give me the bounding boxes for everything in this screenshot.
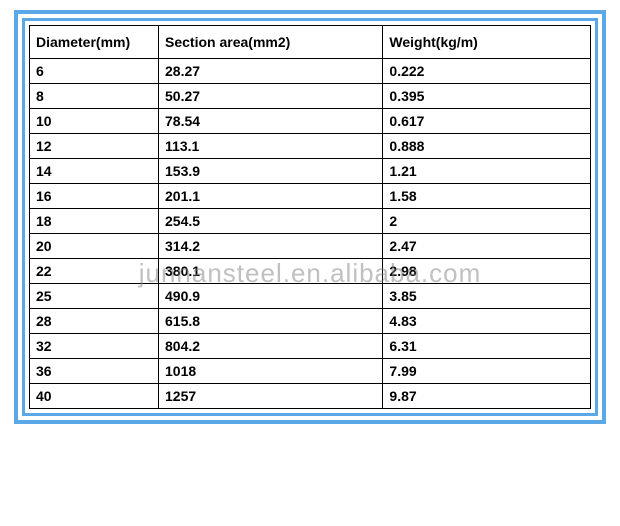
cell-weight: 3.85 bbox=[383, 284, 591, 309]
table-body: 628.270.222 850.270.395 1078.540.617 121… bbox=[30, 59, 591, 409]
cell-section: 314.2 bbox=[159, 234, 383, 259]
cell-diameter: 36 bbox=[30, 359, 159, 384]
inner-border-frame: Diameter(mm) Section area(mm2) Weight(kg… bbox=[22, 18, 598, 416]
cell-weight: 0.888 bbox=[383, 134, 591, 159]
cell-weight: 6.31 bbox=[383, 334, 591, 359]
table-row: 628.270.222 bbox=[30, 59, 591, 84]
cell-section: 78.54 bbox=[159, 109, 383, 134]
cell-section: 490.9 bbox=[159, 284, 383, 309]
table-row: 28615.84.83 bbox=[30, 309, 591, 334]
cell-diameter: 22 bbox=[30, 259, 159, 284]
table-header-row: Diameter(mm) Section area(mm2) Weight(kg… bbox=[30, 26, 591, 59]
cell-section: 1018 bbox=[159, 359, 383, 384]
cell-diameter: 6 bbox=[30, 59, 159, 84]
cell-section: 201.1 bbox=[159, 184, 383, 209]
cell-diameter: 12 bbox=[30, 134, 159, 159]
table-row: 850.270.395 bbox=[30, 84, 591, 109]
cell-section: 615.8 bbox=[159, 309, 383, 334]
cell-diameter: 16 bbox=[30, 184, 159, 209]
cell-section: 804.2 bbox=[159, 334, 383, 359]
spec-table: Diameter(mm) Section area(mm2) Weight(kg… bbox=[29, 25, 591, 409]
cell-diameter: 28 bbox=[30, 309, 159, 334]
table-row: 18254.52 bbox=[30, 209, 591, 234]
cell-section: 113.1 bbox=[159, 134, 383, 159]
cell-diameter: 32 bbox=[30, 334, 159, 359]
cell-weight: 4.83 bbox=[383, 309, 591, 334]
table-row: 32804.26.31 bbox=[30, 334, 591, 359]
table-row: 12113.10.888 bbox=[30, 134, 591, 159]
table-row: 1078.540.617 bbox=[30, 109, 591, 134]
cell-diameter: 40 bbox=[30, 384, 159, 409]
cell-weight: 2.47 bbox=[383, 234, 591, 259]
cell-section: 153.9 bbox=[159, 159, 383, 184]
cell-section: 254.5 bbox=[159, 209, 383, 234]
table-row: 3610187.99 bbox=[30, 359, 591, 384]
cell-weight: 1.58 bbox=[383, 184, 591, 209]
table-row: 22380.12.98 bbox=[30, 259, 591, 284]
cell-diameter: 10 bbox=[30, 109, 159, 134]
cell-weight: 9.87 bbox=[383, 384, 591, 409]
table-row: 4012579.87 bbox=[30, 384, 591, 409]
col-header-weight: Weight(kg/m) bbox=[383, 26, 591, 59]
cell-weight: 0.395 bbox=[383, 84, 591, 109]
cell-weight: 2 bbox=[383, 209, 591, 234]
table-row: 25490.93.85 bbox=[30, 284, 591, 309]
cell-section: 50.27 bbox=[159, 84, 383, 109]
cell-diameter: 18 bbox=[30, 209, 159, 234]
cell-diameter: 20 bbox=[30, 234, 159, 259]
cell-weight: 1.21 bbox=[383, 159, 591, 184]
cell-weight: 0.617 bbox=[383, 109, 591, 134]
cell-section: 380.1 bbox=[159, 259, 383, 284]
cell-diameter: 25 bbox=[30, 284, 159, 309]
cell-diameter: 8 bbox=[30, 84, 159, 109]
col-header-section: Section area(mm2) bbox=[159, 26, 383, 59]
table-row: 14153.91.21 bbox=[30, 159, 591, 184]
cell-section: 28.27 bbox=[159, 59, 383, 84]
cell-weight: 0.222 bbox=[383, 59, 591, 84]
table-row: 16201.11.58 bbox=[30, 184, 591, 209]
col-header-diameter: Diameter(mm) bbox=[30, 26, 159, 59]
outer-border-frame: Diameter(mm) Section area(mm2) Weight(kg… bbox=[14, 10, 606, 424]
cell-diameter: 14 bbox=[30, 159, 159, 184]
table-row: 20314.22.47 bbox=[30, 234, 591, 259]
cell-weight: 2.98 bbox=[383, 259, 591, 284]
cell-weight: 7.99 bbox=[383, 359, 591, 384]
cell-section: 1257 bbox=[159, 384, 383, 409]
